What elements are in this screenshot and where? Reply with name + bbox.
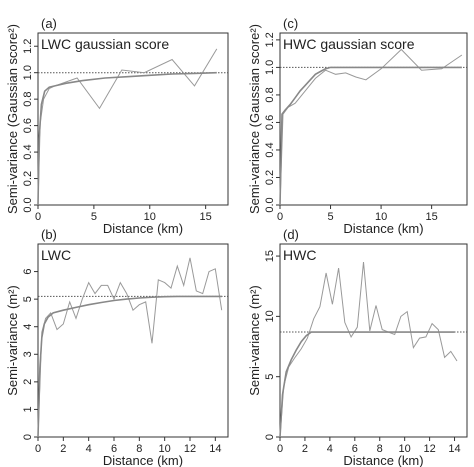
x-axis-title: Distance (km)	[103, 221, 183, 236]
y-tick-label: 1	[22, 406, 34, 412]
x-tick-label: 4	[327, 443, 333, 455]
x-tick-label: 14	[448, 443, 460, 455]
panel-c: 0 5 10 15 0.0 0.2 0.4 0.6 0.8 1.0 1.2 (c) HWC gaussi…	[247, 16, 468, 236]
panel-label: (c)	[283, 16, 298, 31]
y-tick-label: 3	[22, 351, 34, 357]
y-axis-title: Semi-variance (m²)	[5, 285, 20, 396]
y-tick-label: 0	[264, 434, 276, 440]
x-axis-title: Distance (km)	[103, 453, 183, 467]
x-tick-label: 10	[375, 211, 387, 223]
model-variogram-line	[37, 295, 222, 438]
panel-label: (d)	[283, 227, 299, 242]
plot-frame	[279, 243, 468, 438]
x-tick-label: 8	[377, 443, 383, 455]
y-tick-label: 15	[264, 250, 276, 262]
x-tick-label: 15	[200, 211, 212, 223]
y-tick-label: 0.2	[264, 170, 276, 185]
empirical-variogram-line	[279, 48, 463, 206]
y-axis-title: Semi-variance (Gaussian score²)	[247, 24, 262, 214]
x-tick-label: 12	[423, 443, 435, 455]
x-tick-label: 15	[425, 211, 437, 223]
y-tick-label: 0.8	[22, 92, 34, 107]
x-tick-label: 5	[327, 211, 333, 223]
y-tick-label: 1.2	[264, 32, 276, 47]
panel-label: (a)	[41, 16, 57, 31]
y-axis-title: Semi-variance (m²)	[247, 285, 262, 396]
x-tick-label: 6	[352, 443, 358, 455]
x-tick-label: 0	[35, 443, 41, 455]
x-tick-label: 5	[91, 211, 97, 223]
empirical-variogram-line	[37, 48, 218, 206]
y-tick-label: 0.0	[22, 197, 34, 212]
panel-a: 0 5 10 15 0.0 0.2 0.4 0.6 0.8 1.0 1.2 (a) LWC gaussi…	[5, 16, 229, 236]
y-tick-label: 0.6	[22, 118, 34, 133]
panel-label: (b)	[41, 227, 57, 242]
x-tick-label: 0	[277, 443, 283, 455]
x-tick-label: 2	[302, 443, 308, 455]
panel-title: LWC gaussian score	[41, 36, 169, 52]
y-axis-title: Semi-variance (Gaussian score²)	[5, 24, 20, 214]
y-tick-label: 0.2	[22, 171, 34, 186]
x-tick-label: 0	[277, 211, 283, 223]
panel-title: LWC	[41, 247, 71, 263]
y-tick-label: 0.8	[264, 87, 276, 102]
model-variogram-line	[37, 71, 217, 206]
x-tick-label: 10	[399, 443, 411, 455]
y-tick-label: 6	[22, 269, 34, 275]
plot-frame	[37, 243, 229, 438]
x-axis-title: Distance (km)	[343, 453, 423, 467]
x-tick-label: 12	[184, 443, 196, 455]
x-tick-label: 10	[159, 443, 171, 455]
empirical-variogram-line	[279, 262, 458, 438]
x-tick-label: 0	[35, 211, 41, 223]
y-tick-label: 0.0	[264, 197, 276, 212]
y-tick-label: 0	[22, 434, 34, 440]
y-tick-label: 5	[264, 374, 276, 380]
y-tick-label: 1.0	[264, 60, 276, 75]
x-axis-title: Distance (km)	[343, 221, 423, 236]
y-tick-label: 10	[264, 310, 276, 322]
x-tick-label: 4	[86, 443, 92, 455]
y-tick-label: 0.4	[22, 144, 34, 159]
x-tick-label: 8	[136, 443, 142, 455]
empirical-variogram-line	[37, 257, 223, 438]
model-variogram-line	[279, 66, 462, 206]
x-tick-label: 6	[111, 443, 117, 455]
y-tick-label: 2	[22, 379, 34, 385]
plot-frame	[37, 32, 229, 206]
x-tick-label: 14	[209, 443, 221, 455]
plot-frame	[279, 32, 468, 206]
panel-d: 0 2 4 6 8 10 12 14 0 5 10 15 (d) HWC Distance (km) Semi…	[247, 227, 468, 467]
y-tick-label: 5	[22, 296, 34, 302]
x-tick-label: 2	[60, 443, 66, 455]
y-tick-label: 0.4	[264, 142, 276, 157]
y-tick-label: 1.0	[22, 65, 34, 80]
panel-title: HWC	[283, 247, 316, 263]
y-tick-label: 1.2	[22, 39, 34, 54]
y-tick-label: 4	[22, 324, 34, 330]
x-tick-label: 10	[144, 211, 156, 223]
panel-title: HWC gaussian score	[283, 36, 415, 52]
y-tick-label: 0.6	[264, 115, 276, 130]
model-variogram-line	[279, 331, 455, 438]
